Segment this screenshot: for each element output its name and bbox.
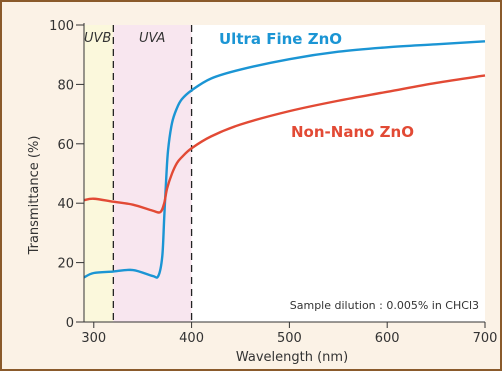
x-tick-label: 600 bbox=[375, 331, 400, 346]
y-tick-label: 0 bbox=[66, 316, 74, 331]
region-label-uva: UVA bbox=[139, 31, 165, 46]
sample-dilution-note: Sample dilution : 0.005% in CHCl3 bbox=[290, 299, 479, 312]
region-uva bbox=[113, 25, 192, 322]
y-tick-label: 80 bbox=[57, 78, 74, 93]
x-tick-label: 700 bbox=[473, 331, 498, 346]
y-tick-label: 40 bbox=[57, 197, 74, 212]
region-uvb bbox=[84, 25, 114, 322]
x-tick-label: 300 bbox=[81, 331, 106, 346]
region-boundaries bbox=[112, 25, 193, 322]
axes: 0 20 40 60 80 100 300 400 500 600 700 bbox=[49, 19, 497, 346]
series-label-ultra-fine-zno: Ultra Fine ZnO bbox=[219, 30, 342, 48]
series-label-non-nano-zno: Non-Nano ZnO bbox=[291, 123, 414, 141]
y-tick-label: 20 bbox=[57, 257, 74, 272]
series-line-ultra-fine-zno bbox=[83, 40, 486, 279]
x-tick-label: 400 bbox=[179, 331, 204, 346]
uv-regions bbox=[84, 25, 485, 322]
region-label-uvb: UVB bbox=[84, 31, 111, 46]
y-tick-label: 100 bbox=[49, 19, 74, 34]
x-tick-label: 500 bbox=[277, 331, 302, 346]
y-axis-title: Transmittance (%) bbox=[27, 136, 42, 256]
y-tick-label: 60 bbox=[57, 138, 74, 153]
x-axis-title: Wavelength (nm) bbox=[236, 350, 348, 365]
series-line-non-nano-zno bbox=[83, 74, 486, 214]
series-lines bbox=[83, 40, 486, 279]
